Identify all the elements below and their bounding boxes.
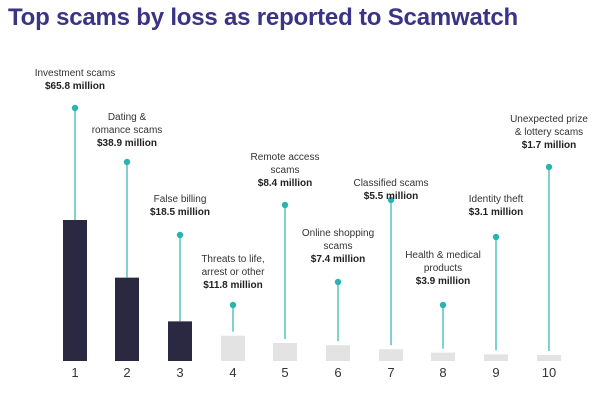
value-label-2: $38.9 million: [97, 138, 157, 149]
value-label-1: $65.8 million: [45, 81, 105, 92]
category-label-5: Remote access: [251, 152, 320, 163]
value-label-10: $1.7 million: [522, 140, 576, 151]
connector-dot-7: [387, 196, 395, 204]
bar-3: [168, 321, 192, 361]
connector-dot-4: [229, 301, 237, 309]
x-tick-label: 8: [439, 365, 446, 380]
category-label-4: arrest or other: [202, 267, 265, 278]
x-tick-label: 1: [71, 365, 78, 380]
bar-5: [273, 343, 297, 361]
category-label-3: False billing: [154, 194, 207, 205]
category-label-4: Threats to life,: [201, 254, 264, 265]
x-tick-label: 6: [334, 365, 341, 380]
bar-2: [115, 277, 139, 361]
bar-10: [537, 355, 561, 361]
bar-1: [63, 220, 87, 361]
category-label-8: Health & medical: [405, 250, 481, 261]
value-label-6: $7.4 million: [311, 254, 365, 265]
value-label-7: $5.5 million: [364, 191, 418, 202]
connector-dot-9: [492, 233, 500, 241]
bar-4: [221, 335, 245, 361]
connector-dot-1: [71, 104, 79, 112]
value-label-4: $11.8 million: [203, 280, 262, 291]
value-label-5: $8.4 million: [258, 178, 312, 189]
x-tick-label: 5: [281, 365, 288, 380]
category-label-9: Identity theft: [469, 194, 524, 205]
chart-title: Top scams by loss as reported to Scamwat…: [8, 4, 518, 31]
category-label-6: Online shopping: [302, 228, 374, 239]
value-label-9: $3.1 million: [469, 207, 523, 218]
connector-dot-5: [281, 201, 289, 209]
category-label-2: Dating &: [108, 112, 147, 123]
x-tick-label: 10: [542, 365, 556, 380]
x-tick-label: 2: [123, 365, 130, 380]
value-label-3: $18.5 million: [150, 207, 210, 218]
value-label-8: $3.9 million: [416, 276, 470, 287]
connector-dot-8: [439, 301, 447, 309]
x-tick-label: 7: [387, 365, 394, 380]
bar-7: [379, 349, 403, 361]
category-label-10: Unexpected prize: [510, 114, 588, 125]
category-label-2: romance scams: [92, 125, 163, 136]
category-label-6: scams: [324, 241, 353, 252]
x-tick-label: 3: [176, 365, 183, 380]
x-tick-label: 9: [492, 365, 499, 380]
connector-dot-3: [176, 231, 184, 239]
category-label-8: products: [424, 263, 462, 274]
category-label-10: & lottery scams: [515, 127, 583, 138]
x-tick-label: 4: [229, 365, 236, 380]
connector-dot-6: [334, 278, 342, 286]
category-label-1: Investment scams: [35, 68, 116, 79]
bar-8: [431, 352, 455, 361]
category-label-5: scams: [271, 165, 300, 176]
bar-6: [326, 345, 350, 361]
connector-dot-10: [545, 163, 553, 171]
category-label-7: Classified scams: [353, 178, 428, 189]
bar-9: [484, 354, 508, 361]
connector-dot-2: [123, 158, 131, 166]
